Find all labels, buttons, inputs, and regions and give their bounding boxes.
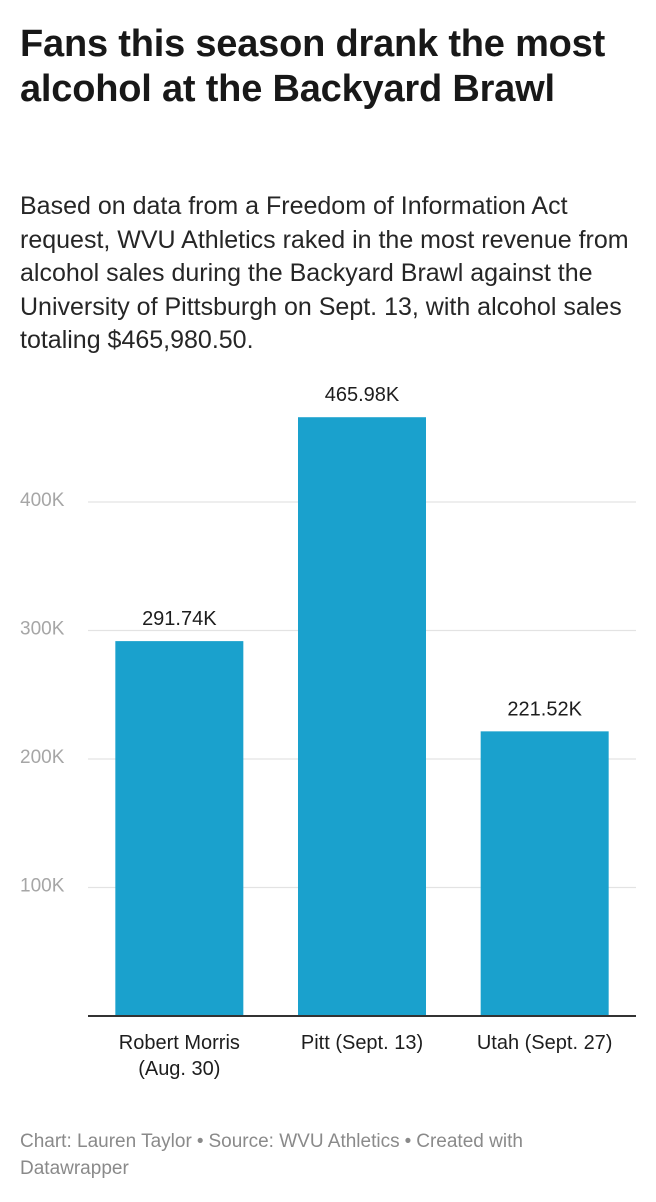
created-with-credit: Created with Datawrapper xyxy=(20,1131,523,1179)
bar xyxy=(115,641,244,1016)
data-label: 291.74K xyxy=(142,608,217,630)
footer-separator: • xyxy=(196,1131,204,1152)
x-tick-label: Pitt (Sept. 13) xyxy=(301,1032,423,1054)
chart-title: Fans this season drank the most alcohol … xyxy=(20,23,606,110)
bar xyxy=(480,731,609,1016)
y-tick-label: 100K xyxy=(20,876,65,897)
x-tick-label: Robert Morris (Aug. 30) xyxy=(119,1032,240,1080)
chart-credit: Chart: Lauren Taylor xyxy=(20,1131,192,1152)
x-tick-label: Utah (Sept. 27) xyxy=(477,1032,613,1054)
source-credit: Source: WVU Athletics xyxy=(208,1131,400,1152)
footer-separator: • xyxy=(404,1131,412,1152)
bar-chart: 100K 200K 300K 400K 291.74K Robert Morris (Aug… xyxy=(20,384,636,1080)
data-label: 221.52K xyxy=(507,698,582,720)
data-label: 465.98K xyxy=(325,384,400,406)
y-tick-label: 300K xyxy=(20,619,65,640)
chart-subtitle: Based on data from a Freedom of Informat… xyxy=(20,192,629,354)
chart-footer: Chart: Lauren Taylor • Source: WVU Athleti… xyxy=(20,1128,630,1182)
y-tick-label: 200K xyxy=(20,747,65,768)
bar xyxy=(298,417,426,1016)
y-tick-label: 400K xyxy=(20,490,65,511)
